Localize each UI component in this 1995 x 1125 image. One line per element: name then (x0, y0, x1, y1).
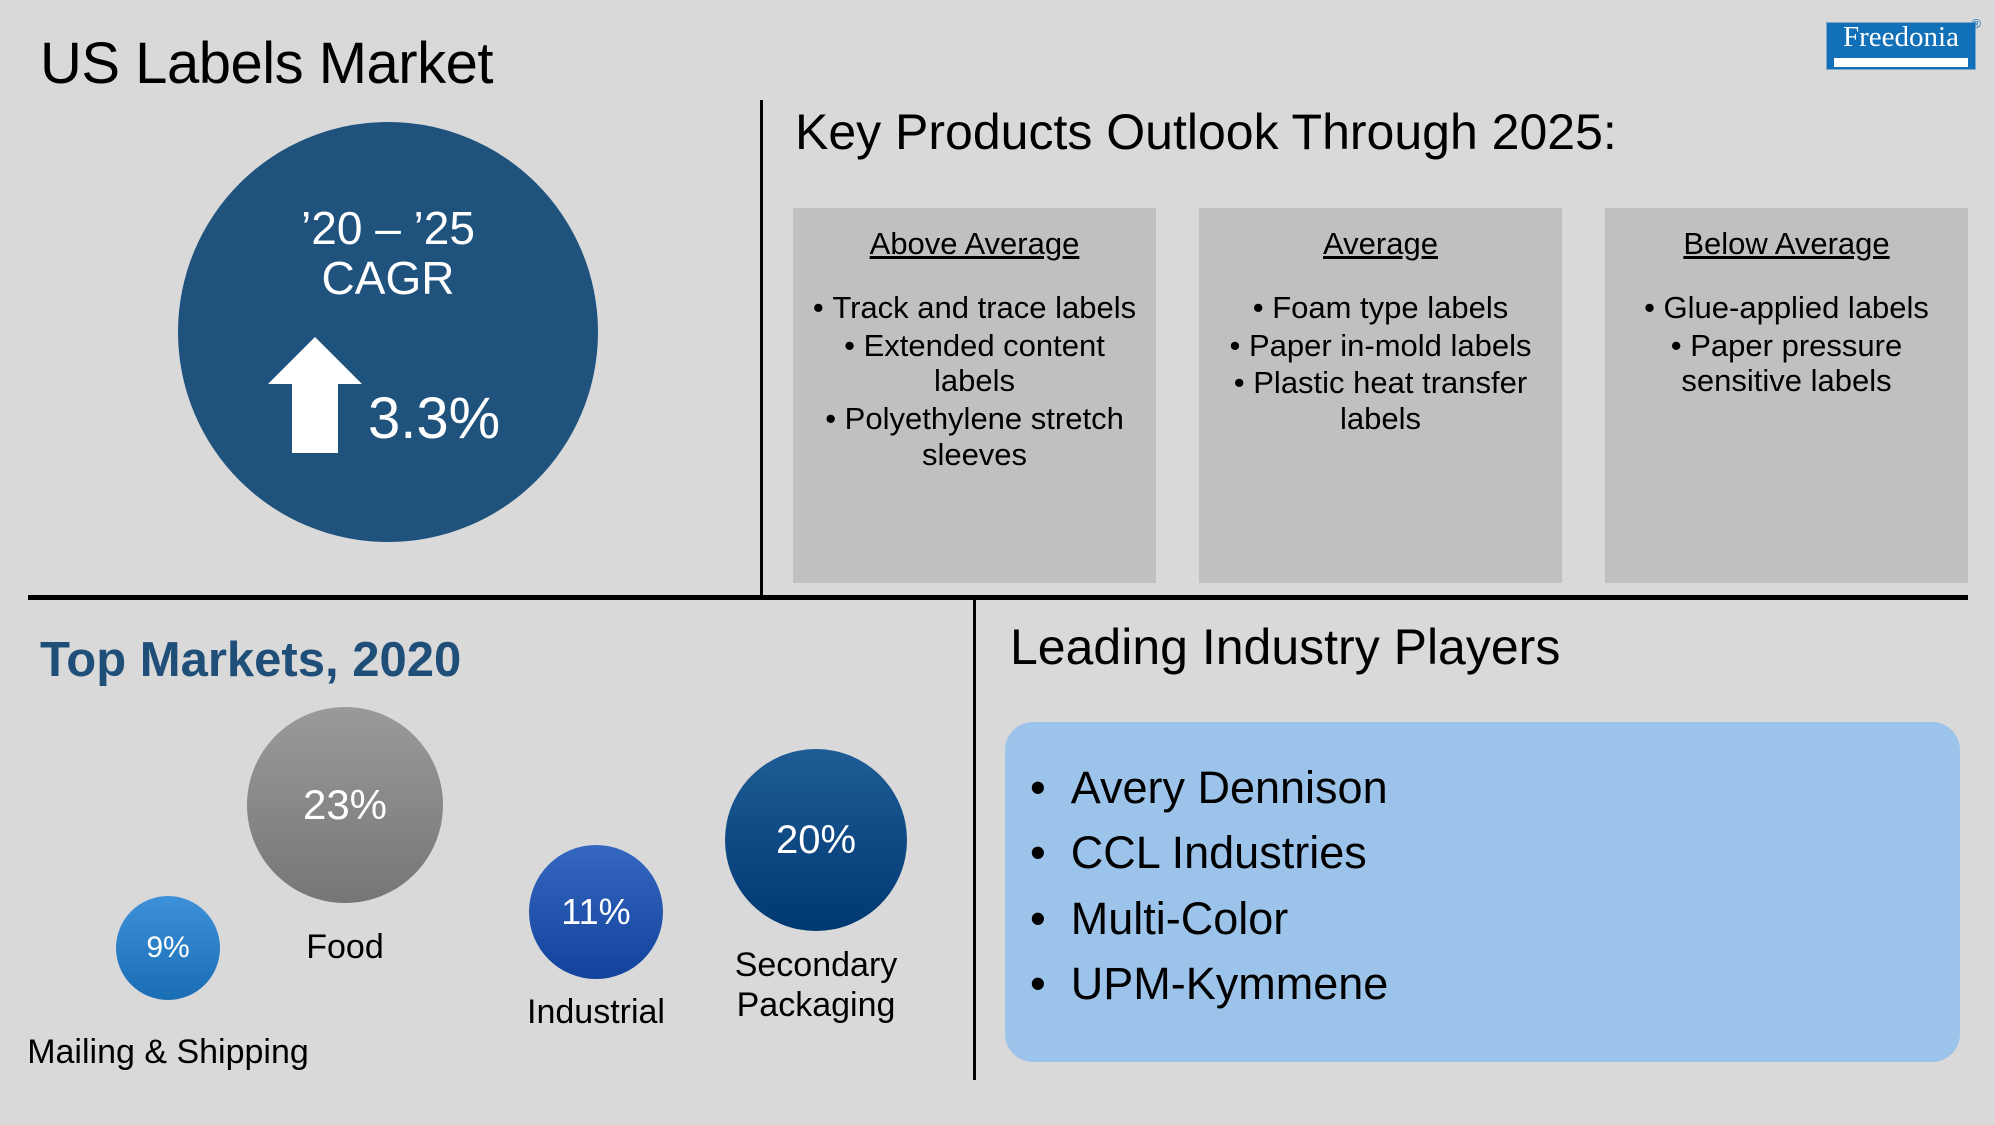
cagr-circle: ’20 – ’25 CAGR 3.3% (178, 122, 598, 542)
bubble-industrial: 11% (529, 845, 663, 979)
bubble-secondary-packaging: 20% (725, 749, 907, 931)
list-item: CCL Industries (1030, 820, 1388, 885)
bubble-value: 20% (775, 817, 857, 862)
column-items: Track and trace labels Extended content … (803, 290, 1146, 472)
bubble-label-mailing-shipping: Mailing & Shipping (27, 1033, 309, 1071)
list-item: Glue-applied labels (1615, 290, 1958, 326)
bubble-label-food: Food (306, 928, 384, 966)
column-items: Glue-applied labels Paper pressure sensi… (1615, 290, 1958, 399)
cagr-period-label: ’20 – ’25 (301, 202, 475, 254)
leading-players-list: Avery Dennison CCL Industries Multi-Colo… (1030, 755, 1389, 1016)
list-item: Paper in-mold labels (1209, 328, 1552, 364)
cagr-metric-label: CAGR (321, 252, 455, 304)
list-item: UPM-Kymmene (1030, 951, 1389, 1016)
bubble-food: 23% (247, 707, 443, 903)
vertical-divider-top (760, 100, 763, 595)
list-item: Extended content labels (803, 328, 1146, 399)
bubble-value: 9% (146, 931, 190, 964)
list-item: Multi-Color (1030, 886, 1388, 951)
list-item: Polyethylene stretch sleeves (803, 401, 1146, 472)
key-products-column-below-average: Below Average Glue-applied labels Paper … (1605, 208, 1968, 583)
bubble-label-industrial: Industrial (527, 993, 665, 1031)
column-items: Foam type labels Paper in-mold labels Pl… (1209, 290, 1552, 437)
list-item: Paper pressure sensitive labels (1615, 328, 1958, 399)
column-header: Above Average (869, 226, 1080, 261)
leading-players-card: Avery Dennison CCL Industries Multi-Colo… (1005, 722, 1960, 1062)
column-header: Average (1323, 226, 1438, 261)
key-products-column-above-average: Above Average Track and trace labels Ext… (793, 208, 1156, 583)
registered-trademark-icon: ® (1971, 16, 1981, 31)
leading-players-title: Leading Industry Players (1010, 619, 1561, 675)
key-products-column-average: Average Foam type labels Paper in-mold l… (1199, 208, 1562, 583)
logo-underline-bar (1834, 58, 1968, 67)
key-products-columns: Above Average Track and trace labels Ext… (793, 208, 1968, 583)
cagr-value: 3.3% (368, 386, 501, 451)
list-item: Track and trace labels (803, 290, 1146, 326)
bubble-value: 11% (561, 891, 631, 932)
list-item: Avery Dennison (1030, 755, 1388, 820)
horizontal-divider (28, 595, 1968, 600)
bubble-value: 23% (302, 781, 388, 828)
list-item: Plastic heat transfer labels (1209, 365, 1552, 436)
logo-wordmark: Freedonia (1843, 21, 1959, 53)
top-markets-title: Top Markets, 2020 (40, 633, 462, 687)
list-item: Foam type labels (1209, 290, 1552, 326)
key-products-title: Key Products Outlook Through 2025: (795, 104, 1617, 160)
bubble-label-secondary-packaging: Secondary Packaging (734, 946, 898, 1025)
freedonia-logo: Freedonia ® (1826, 16, 1981, 71)
up-arrow-icon (268, 337, 362, 453)
page-title: US Labels Market (40, 31, 493, 96)
bubble-mailing-shipping: 9% (116, 896, 220, 1000)
vertical-divider-bottom (973, 600, 976, 1080)
column-header: Below Average (1683, 226, 1890, 261)
